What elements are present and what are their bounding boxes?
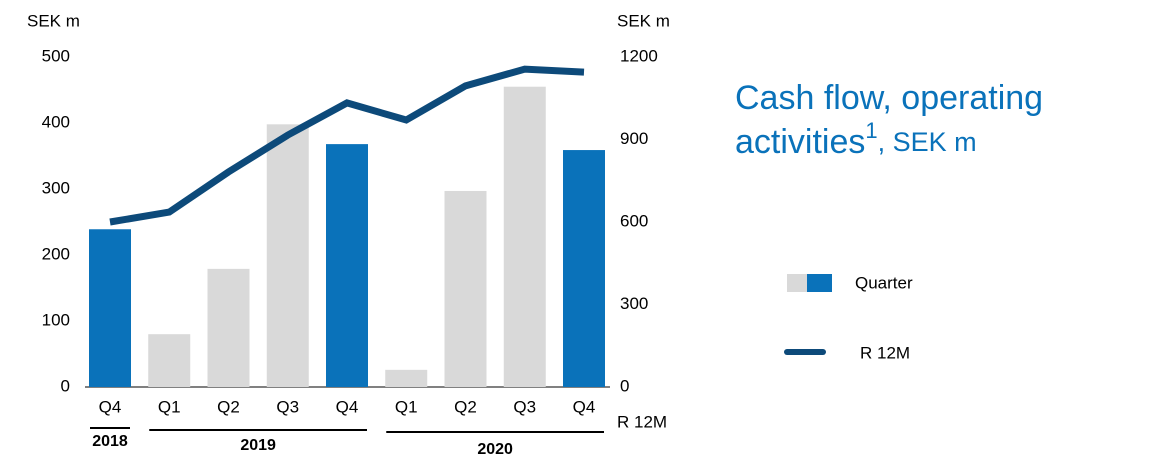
title-unit: , SEK m (878, 127, 977, 157)
bar (207, 268, 250, 387)
x-tick-label: Q4 (336, 397, 359, 416)
title-footnote: 1 (865, 118, 877, 143)
group-label: 2019 (240, 437, 276, 454)
y-tick-label: 100 (42, 310, 70, 329)
group-label: 2020 (477, 441, 513, 456)
x-tick-label: Q4 (573, 397, 596, 416)
y2-tick-label: 0 (620, 376, 629, 395)
y-tick-label: 400 (42, 112, 70, 131)
y2-tick-label: 600 (620, 211, 648, 230)
line (109, 65, 585, 226)
x-tick-label: Q1 (158, 397, 181, 416)
group-label: 2018 (92, 433, 128, 450)
bar (444, 190, 487, 387)
legend-swatch (807, 274, 832, 292)
y2-tick-label: 300 (620, 294, 648, 313)
y2-tick-label: 1200 (620, 46, 658, 65)
bar (503, 86, 546, 387)
y-tick-label: 500 (42, 46, 70, 65)
chart-title: activities1, SEK m (735, 118, 977, 161)
y-tick-label: 200 (42, 244, 70, 263)
x-tick-label: Q1 (395, 397, 418, 416)
x-tick-label: Q3 (513, 397, 536, 416)
y2-axis-label: SEK m (617, 11, 670, 30)
bar (89, 229, 131, 387)
legend-label: Quarter (855, 273, 913, 292)
x-tick-label: Q2 (454, 397, 477, 416)
y-tick-label: 300 (42, 178, 70, 197)
y-tick-label: 0 (61, 376, 70, 395)
y2-tick-label: 900 (620, 129, 648, 148)
x-tick-label: Q3 (276, 397, 299, 416)
x-tick-label: Q4 (99, 397, 122, 416)
legend-swatch (787, 274, 807, 292)
bar (326, 144, 368, 387)
x-tick-label: Q2 (217, 397, 240, 416)
x2-label: R 12M (617, 412, 667, 431)
bar (148, 334, 191, 387)
bar (266, 124, 309, 387)
title-text: activities (735, 123, 865, 161)
legend-label: R 12M (860, 343, 910, 362)
bar (385, 369, 428, 387)
y-axis-label: SEK m (27, 11, 80, 30)
chart-title: Cash flow, operating (735, 79, 1043, 117)
bar (563, 150, 605, 387)
